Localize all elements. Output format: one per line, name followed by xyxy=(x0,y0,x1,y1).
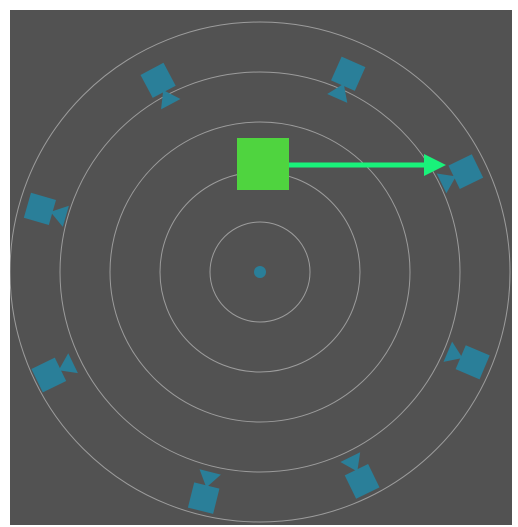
camera-icon xyxy=(187,469,221,514)
camera-lens xyxy=(327,83,348,103)
camera-icon xyxy=(443,341,490,380)
camera-body xyxy=(23,192,56,225)
aim-arrow-head xyxy=(424,154,446,176)
camera-icon xyxy=(140,62,181,110)
camera-lens xyxy=(436,173,456,194)
camera-lens xyxy=(340,452,361,472)
camera-body xyxy=(31,357,67,393)
camera-lens xyxy=(161,90,181,110)
camera-icon xyxy=(327,56,366,103)
camera-lens xyxy=(50,205,69,227)
camera-body xyxy=(344,464,380,499)
camera-body xyxy=(140,62,176,98)
aim-arrow xyxy=(289,154,446,176)
orbit-ring xyxy=(10,21,511,523)
orbit-ring xyxy=(209,221,311,323)
camera-icon xyxy=(340,452,380,499)
camera-body xyxy=(455,345,490,380)
camera-icon xyxy=(436,154,484,194)
center-target-dot xyxy=(254,266,266,278)
camera-body xyxy=(448,154,484,189)
camera-body xyxy=(331,56,366,91)
game-scene xyxy=(10,21,511,523)
camera-lens xyxy=(58,353,78,374)
camera-lens xyxy=(199,469,221,488)
orbit-ring xyxy=(109,121,411,423)
camera-icon xyxy=(23,192,69,227)
camera-icon xyxy=(31,353,78,393)
game-stage[interactable] xyxy=(10,10,512,525)
camera-body xyxy=(187,482,220,514)
camera-lens xyxy=(443,341,463,362)
orbit-ring xyxy=(59,71,461,473)
player-square[interactable] xyxy=(237,138,289,190)
camera-ring xyxy=(23,56,490,514)
